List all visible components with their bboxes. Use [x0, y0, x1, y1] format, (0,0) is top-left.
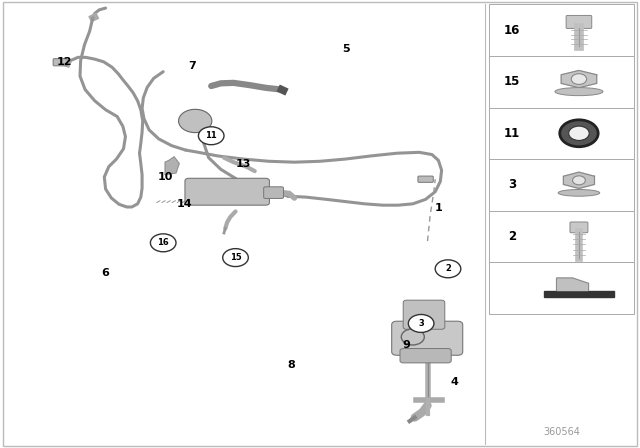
Text: 3: 3: [419, 319, 424, 328]
Text: 16: 16: [504, 24, 520, 37]
Circle shape: [569, 126, 589, 141]
Circle shape: [572, 73, 587, 84]
FancyBboxPatch shape: [403, 300, 445, 329]
Polygon shape: [563, 172, 595, 189]
Polygon shape: [557, 278, 589, 291]
Text: 4: 4: [451, 377, 458, 387]
Polygon shape: [165, 157, 179, 175]
Circle shape: [401, 329, 424, 345]
Text: 10: 10: [157, 172, 173, 181]
Text: 2: 2: [508, 230, 516, 243]
Ellipse shape: [558, 190, 600, 196]
Circle shape: [408, 314, 434, 332]
Text: 360564: 360564: [543, 427, 580, 437]
Circle shape: [560, 120, 598, 147]
Text: 7: 7: [188, 61, 196, 71]
FancyBboxPatch shape: [566, 16, 592, 29]
FancyBboxPatch shape: [489, 56, 634, 108]
Circle shape: [573, 176, 586, 185]
Circle shape: [198, 127, 224, 145]
FancyBboxPatch shape: [489, 159, 634, 211]
Circle shape: [150, 234, 176, 252]
Text: 15: 15: [504, 75, 520, 88]
Circle shape: [223, 249, 248, 267]
FancyBboxPatch shape: [489, 108, 634, 159]
FancyBboxPatch shape: [418, 176, 433, 182]
Text: 14: 14: [177, 199, 192, 209]
FancyBboxPatch shape: [392, 321, 463, 355]
FancyBboxPatch shape: [264, 187, 284, 198]
Text: 13: 13: [236, 159, 251, 168]
Text: 15: 15: [230, 253, 241, 262]
Circle shape: [435, 260, 461, 278]
Text: 16: 16: [157, 238, 169, 247]
Text: 9: 9: [403, 340, 410, 350]
Text: 5: 5: [342, 44, 349, 54]
FancyBboxPatch shape: [3, 2, 637, 446]
FancyBboxPatch shape: [489, 262, 634, 314]
Text: 1: 1: [435, 203, 442, 213]
Text: 6: 6: [102, 268, 109, 278]
Polygon shape: [561, 70, 596, 88]
FancyBboxPatch shape: [489, 4, 634, 56]
Text: 3: 3: [508, 178, 516, 191]
Polygon shape: [544, 291, 614, 297]
Text: 8: 8: [287, 360, 295, 370]
Ellipse shape: [555, 88, 603, 96]
FancyBboxPatch shape: [400, 349, 451, 363]
FancyBboxPatch shape: [489, 211, 634, 262]
Text: 11: 11: [504, 127, 520, 140]
Text: 2: 2: [445, 264, 451, 273]
FancyBboxPatch shape: [53, 59, 67, 66]
Text: 11: 11: [205, 131, 217, 140]
Text: 12: 12: [56, 57, 72, 67]
Circle shape: [179, 109, 212, 133]
FancyBboxPatch shape: [570, 222, 588, 233]
FancyBboxPatch shape: [185, 178, 269, 205]
